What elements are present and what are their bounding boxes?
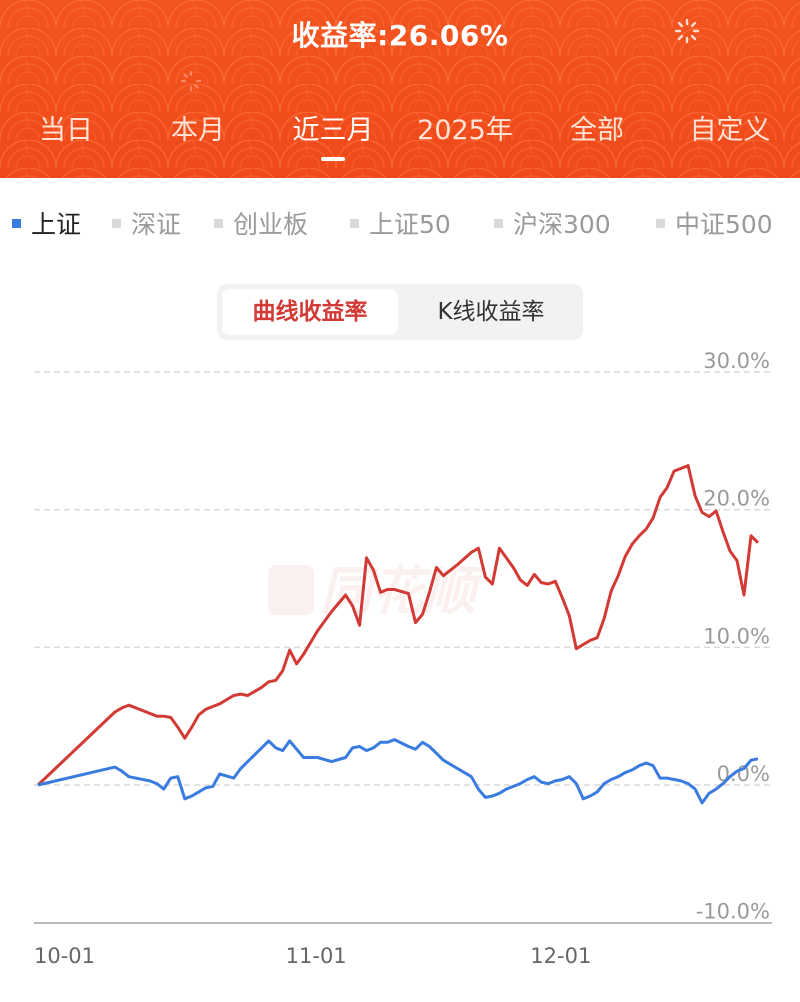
header-bar: 收益率:26.06% 当日 本月 近三月 2025年 全部 自定义 [0, 0, 800, 178]
portfolio-return-line [36, 464, 760, 787]
tab-today[interactable]: 当日 [39, 115, 93, 146]
tab-2025[interactable]: 2025年 [417, 115, 513, 146]
y-tick-label: -10.0% [696, 900, 770, 924]
shanghai-index-line [37, 738, 759, 805]
x-tick-label: 12-01 [530, 944, 591, 968]
kline-return-option[interactable]: K线收益率 [437, 299, 545, 325]
curve-return-option[interactable]: 曲线收益率 [222, 289, 398, 335]
legend-marker [112, 218, 121, 228]
x-tick-label: 11-01 [286, 944, 347, 968]
tab-custom[interactable]: 自定义 [689, 115, 771, 146]
tab-all[interactable]: 全部 [570, 115, 624, 146]
legend-item-sse50[interactable]: 上证50 [350, 205, 451, 241]
legend-label: 上证50 [369, 210, 451, 239]
footer-watermark: 雪球：弹指黑丰息 [613, 964, 790, 989]
legend-marker [214, 218, 223, 228]
legend-item-chinext[interactable]: 创业板 [214, 205, 308, 241]
active-tab-indicator [321, 157, 345, 161]
legend-item-shenzhen[interactable]: 深证 [112, 205, 181, 241]
legend-item-shanghai[interactable]: 上证 [12, 205, 81, 241]
x-tick-label: 10-01 [34, 944, 95, 968]
chart-mode-toggle: 曲线收益率 K线收益率 [217, 284, 583, 340]
y-tick-label: 20.0% [703, 487, 770, 511]
y-tick-label: 10.0% [703, 624, 770, 648]
return-rate-title: 收益率:26.06% [291, 19, 509, 52]
period-tabs: 当日 本月 近三月 2025年 全部 自定义 [0, 108, 800, 168]
legend-label: 沪深300 [513, 210, 611, 239]
tab-this-month[interactable]: 本月 [171, 115, 225, 146]
legend-marker [656, 218, 665, 228]
watermark-logo-icon [268, 565, 314, 615]
wave-pattern-background [0, 0, 800, 178]
legend-label: 创业板 [233, 210, 309, 239]
decorative-spinner-icon [180, 70, 202, 92]
index-legend: 上证 深证 创业板 上证50 沪深300 中证500 [0, 205, 800, 245]
legend-marker [494, 218, 503, 228]
legend-item-csi500[interactable]: 中证500 [656, 205, 773, 241]
legend-label: 深证 [131, 210, 182, 239]
legend-label: 上证 [31, 210, 82, 239]
tab-three-months[interactable]: 近三月 [292, 115, 374, 146]
legend-label: 中证500 [675, 210, 773, 239]
watermark: 同花顺 [268, 562, 486, 622]
legend-marker [350, 218, 359, 228]
return-line-chart: 同花顺 30.0%20.0%10.0%0.0%-10.0% 10-01 11-01… [34, 349, 772, 968]
legend-item-csi300[interactable]: 沪深300 [494, 205, 611, 241]
y-tick-label: 30.0% [703, 349, 770, 373]
legend-marker [12, 218, 21, 228]
loading-spinner-icon [674, 18, 700, 44]
